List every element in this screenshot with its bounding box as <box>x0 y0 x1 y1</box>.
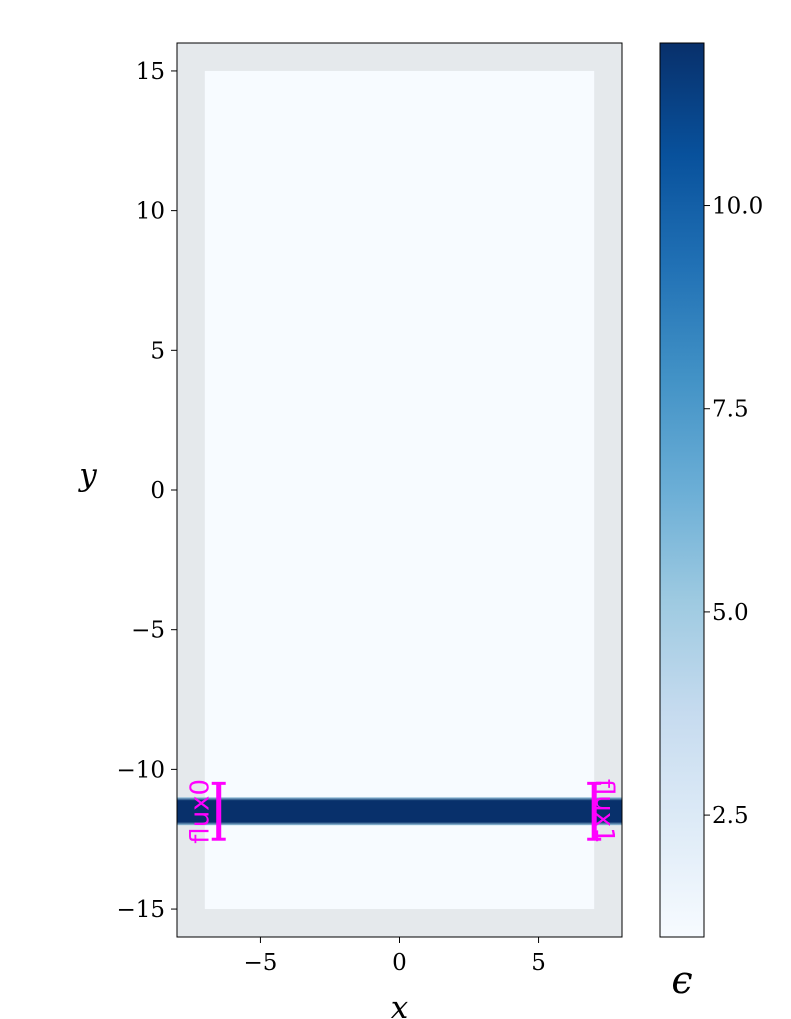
y-tick-label: −5 <box>131 618 165 644</box>
colorbar-tick-label: 7.5 <box>712 397 749 423</box>
colorbar-gradient <box>659 42 705 938</box>
flux-monitors: flux0 flux1 <box>186 779 619 844</box>
simulation-interior <box>204 70 595 910</box>
y-tick-label: −10 <box>116 757 165 783</box>
colorbar-label: ϵ <box>671 958 692 1002</box>
y-tick-label: 10 <box>136 199 165 225</box>
x-axis-label: x <box>391 990 409 1019</box>
colorbar-tick-label: 10.0 <box>712 194 763 220</box>
y-tick-label: 0 <box>150 478 165 504</box>
colorbar: 2.5 5.0 7.5 10.0 ϵ <box>659 42 763 1002</box>
y-axis-label: y <box>77 457 97 493</box>
colorbar-ticks: 2.5 5.0 7.5 10.0 <box>704 194 763 829</box>
x-tick-label: 0 <box>392 950 407 976</box>
colorbar-tick-label: 5.0 <box>712 600 749 626</box>
y-tick-label: 5 <box>150 338 165 364</box>
y-tick-label: 15 <box>136 59 165 85</box>
colorbar-tick-label: 2.5 <box>712 803 749 829</box>
flux-label-1: flux1 <box>589 779 619 844</box>
y-axis-ticks: 15 10 5 0 −5 −10 −15 <box>116 59 177 923</box>
y-tick-label: −15 <box>116 897 165 923</box>
x-axis-ticks: −5 0 5 <box>243 937 546 976</box>
waveguide <box>177 797 622 826</box>
x-tick-label: 5 <box>531 950 546 976</box>
main-axes: flux0 flux1 −5 0 5 15 10 5 0 −5 −10 −15 x y <box>77 42 623 1019</box>
flux-label-0: flux0 <box>186 779 216 844</box>
x-tick-label: −5 <box>243 950 277 976</box>
